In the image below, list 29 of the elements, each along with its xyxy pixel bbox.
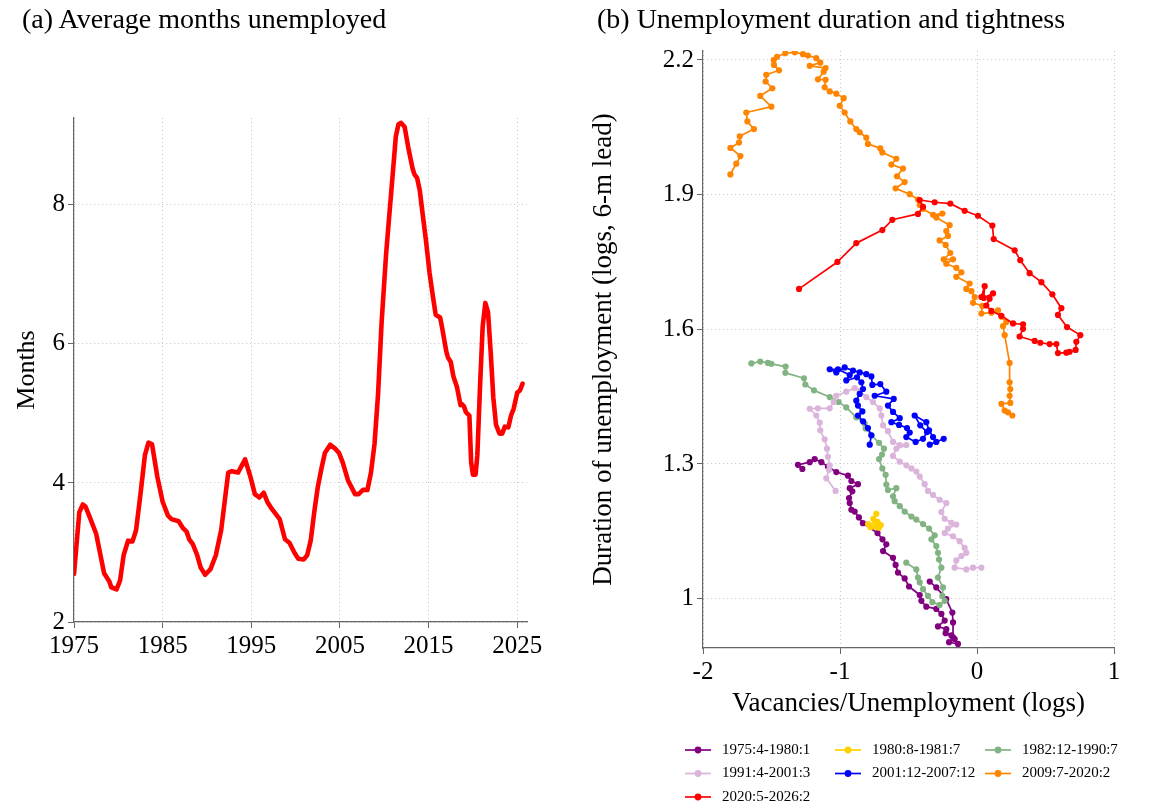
- y-axis-title: Months: [11, 330, 41, 410]
- y-tick-label: 4: [52, 467, 66, 495]
- legend-label: 2001:12-2007:12: [872, 764, 976, 781]
- x-tick-label: 1995: [226, 630, 277, 658]
- x-tick-label: 0: [970, 656, 984, 684]
- y-tick-label: 8: [52, 189, 65, 217]
- legend-label: 1991:4-2001:3: [722, 764, 811, 781]
- x-tick-label: 1: [1107, 656, 1121, 684]
- y-axis-title: Duration of unemployment (logs, 6-m lead): [587, 113, 618, 586]
- x-tick-label: 2015: [403, 630, 454, 658]
- x-tick-label: 1985: [137, 630, 188, 658]
- chart-title: (a) Average months unemployed: [22, 2, 387, 36]
- x-tick-label: 2005: [314, 630, 365, 658]
- y-tick-label: 2.2: [662, 44, 694, 72]
- legend-label: 2020:5-2026:2: [722, 787, 811, 804]
- x-axis-title: Vacancies/Unemployment (logs): [731, 686, 1086, 717]
- y-tick-label: 1: [681, 583, 694, 611]
- x-tick-label: -1: [829, 656, 851, 684]
- legend-label: 1982:12-1990:7: [1022, 740, 1119, 757]
- legend-label: 1975:4-1980:1: [722, 740, 811, 757]
- y-tick-label: 1.9: [662, 179, 694, 207]
- chart-title: (b) Unemployment duration and tightness: [597, 2, 1066, 36]
- legend-label: 1980:8-1981:7: [872, 740, 961, 757]
- y-tick-label: 1.3: [662, 448, 694, 476]
- y-tick-label: 6: [52, 328, 65, 356]
- x-tick-label: 2025: [492, 630, 543, 658]
- legend-label: 2009:7-2020:2: [1022, 764, 1111, 781]
- x-tick-label: -2: [692, 656, 714, 684]
- y-tick-label: 1.6: [662, 313, 694, 341]
